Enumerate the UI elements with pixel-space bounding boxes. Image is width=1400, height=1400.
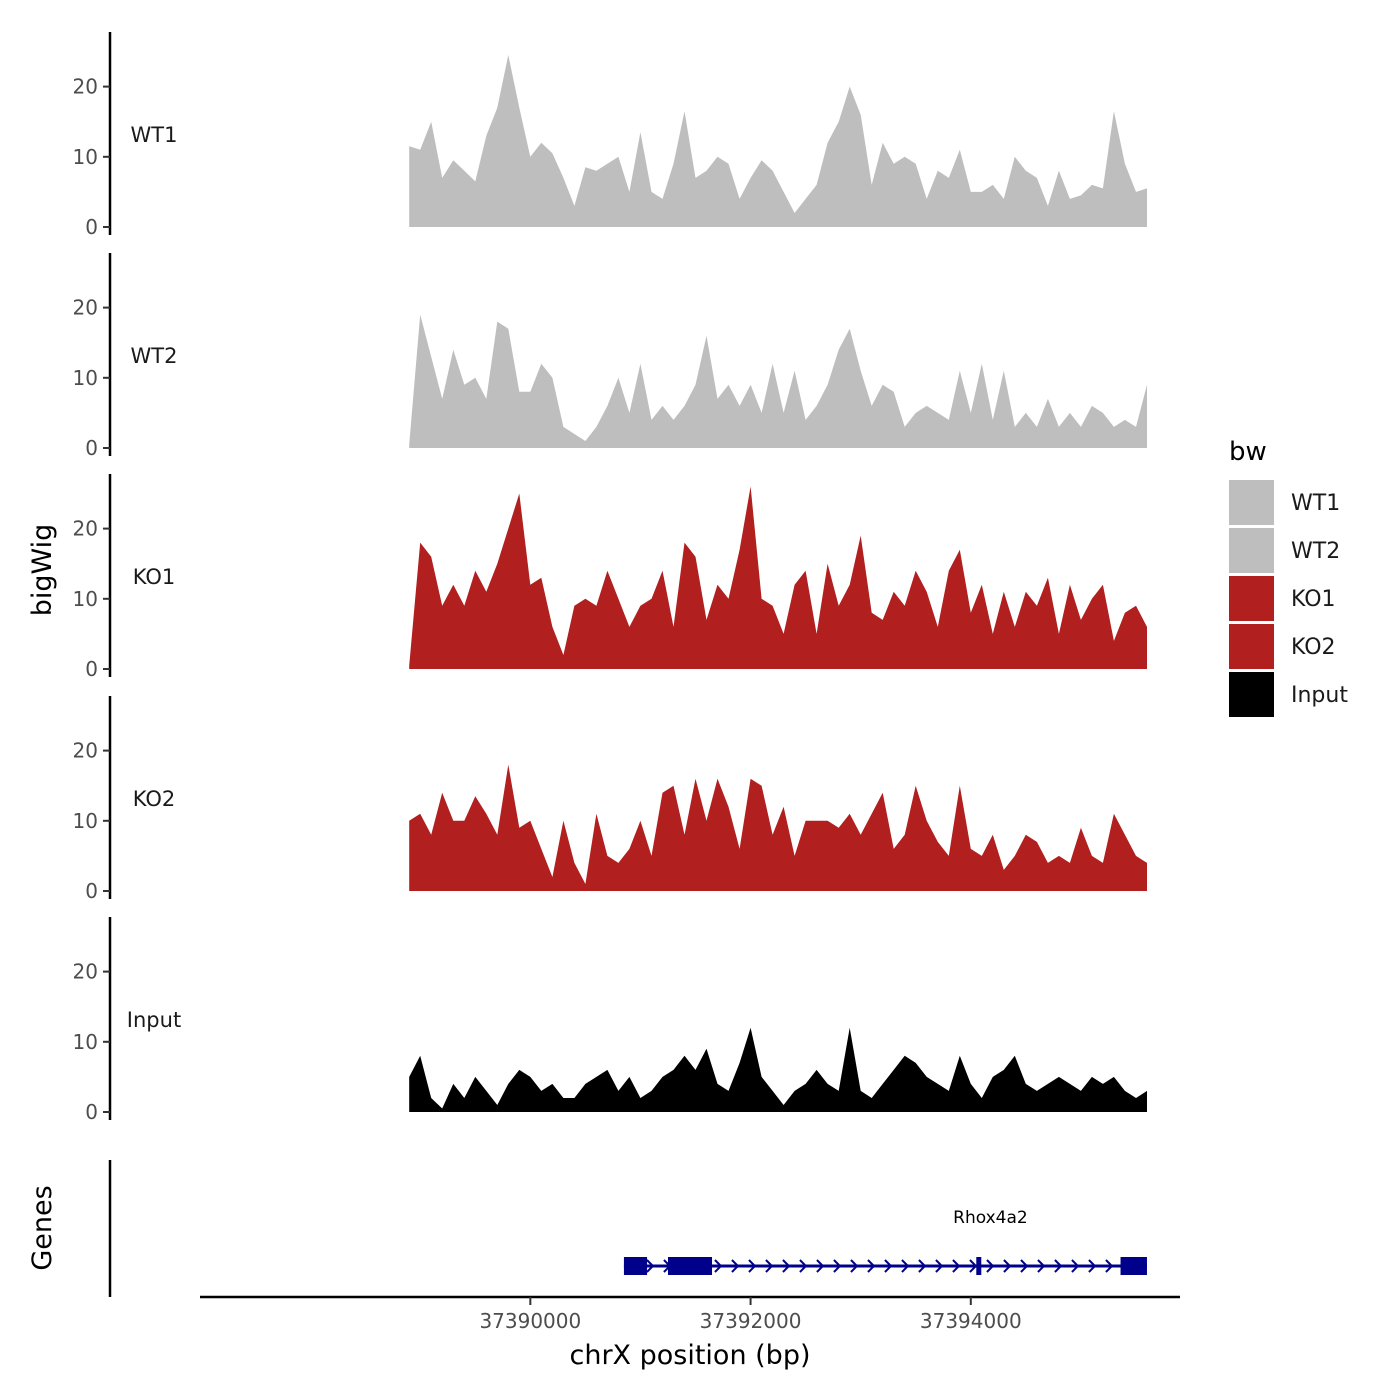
gene-name-label: Rhox4a2 [953,1208,1028,1228]
legend-label-ko2: KO2 [1291,635,1336,660]
track-label: KO1 [133,565,176,589]
y-tick-label: 0 [85,215,98,239]
track-wt1: 0 10 20 WT1 [73,32,1147,239]
strand-chevron [799,1259,808,1273]
track-input: 0 10 20 Input [73,917,1147,1124]
y-tick-label: 0 [85,436,98,460]
legend-label-wt2: WT2 [1291,539,1340,564]
y-tick-label: 20 [73,296,98,320]
x-tick-label: 37392000 [700,1309,802,1333]
strand-chevron [867,1259,876,1273]
y-tick-label: 20 [73,960,98,984]
signal-area-wt1 [409,55,1147,227]
strand-chevron [714,1259,723,1273]
signal-area-ko2 [409,764,1147,891]
x-tick-label: 37394000 [920,1309,1022,1333]
legend-swatch-wt2 [1229,528,1274,573]
track-label: Input [127,1008,181,1032]
legend: bw WT1 WT2 KO1 KO2 Input [1229,437,1348,717]
y-axis-title: bigWig [27,524,58,617]
strand-chevron [952,1259,961,1273]
strand-chevron [986,1259,995,1273]
y-tick-label: 10 [73,145,98,169]
y-tick-label: 20 [73,75,98,99]
gene-exon [976,1257,982,1275]
y-tick-label: 0 [85,657,98,681]
strand-chevron [731,1259,740,1273]
track-label: KO2 [133,787,176,811]
x-axis: 37390000 37392000 37394000 [200,1295,1180,1333]
strand-chevron [901,1259,910,1273]
gene-exon [667,1257,713,1275]
strand-chevron [1003,1259,1012,1273]
tracks-panel: 0 10 20 WT1 0 10 20 WT2 0 10 20 KO1 0 10 20 KO2 0 10 20 Inp… [73,32,1147,1124]
track-wt2: 0 10 20 WT2 [73,253,1147,460]
legend-label-input: Input [1291,683,1348,708]
strand-chevron [646,1259,655,1273]
strand-chevron [1037,1259,1046,1273]
signal-area-ko1 [409,486,1147,669]
y-tick-label: 10 [73,587,98,611]
gene-panel: Rhox4a2 [108,1160,1147,1297]
strand-chevron [748,1259,757,1273]
strand-chevron [1054,1259,1063,1273]
x-tick-label: 37390000 [479,1309,581,1333]
y-tick-label: 20 [73,517,98,541]
y-tick-label: 10 [73,366,98,390]
y-tick-label: 0 [85,1100,98,1124]
gene-exon [1120,1257,1147,1275]
signal-area-wt2 [409,314,1147,448]
strand-chevron [765,1259,774,1273]
track-ko2: 0 10 20 KO2 [73,696,1147,903]
signal-area-input [409,1027,1147,1112]
strand-chevron [935,1259,944,1273]
legend-label-wt1: WT1 [1291,491,1340,516]
track-ko1: 0 10 20 KO1 [73,474,1147,681]
y-tick-label: 0 [85,879,98,903]
legend-swatch-ko2 [1229,624,1274,669]
gene-exon [623,1257,648,1275]
strand-chevron [1020,1259,1029,1273]
legend-swatch-wt1 [1229,480,1274,525]
y-tick-label: 20 [73,739,98,763]
y-tick-label: 10 [73,809,98,833]
genes-axis-title: Genes [27,1185,58,1270]
legend-swatch-input [1229,672,1274,717]
strand-chevron [918,1259,927,1273]
strand-chevron [1105,1259,1114,1273]
y-tick-label: 10 [73,1030,98,1054]
track-label: WT1 [131,123,178,147]
legend-label-ko1: KO1 [1291,587,1336,612]
legend-swatch-ko1 [1229,576,1274,621]
strand-chevron [816,1259,825,1273]
track-label: WT2 [131,344,178,368]
strand-chevron [884,1259,893,1273]
strand-chevron [1088,1259,1097,1273]
x-axis-title: chrX position (bp) [569,1340,810,1371]
strand-chevron [782,1259,791,1273]
strand-chevron [1071,1259,1080,1273]
legend-title: bw [1229,437,1267,467]
strand-chevron [969,1259,978,1273]
strand-chevron [850,1259,859,1273]
strand-chevron [833,1259,842,1273]
